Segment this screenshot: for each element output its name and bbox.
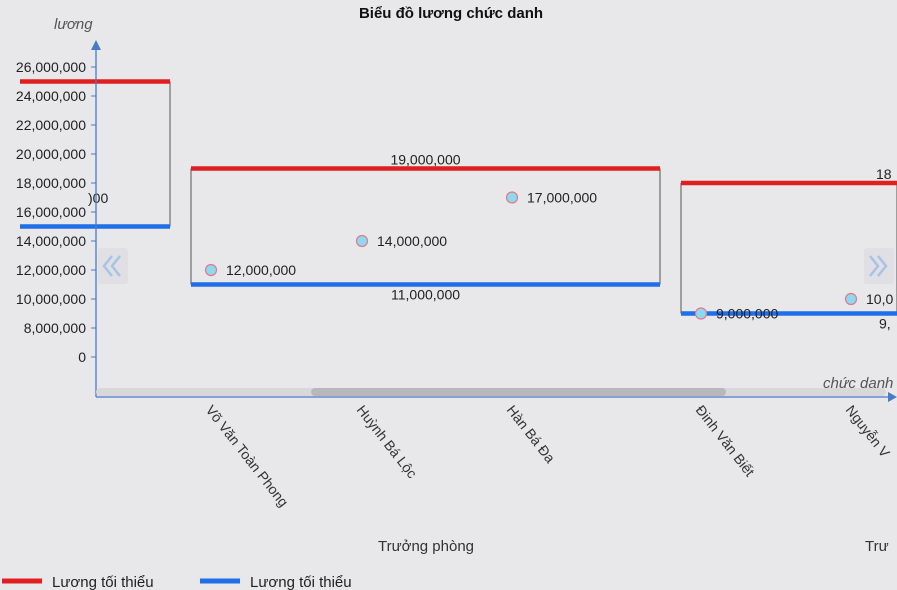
y-axis-arrow [91,40,101,50]
scrollbar-thumb[interactable] [311,388,726,396]
y-tick-label: 14,000,000 [16,233,86,249]
y-axis-title: lương [54,16,93,33]
data-point[interactable] [694,307,708,320]
range-max-label: 19,000,000 [390,152,460,168]
category-label: Hàn Bá Đa [504,402,559,466]
data-point-label: 14,000,000 [377,233,447,249]
group-label: Trưởng phòng [378,538,474,555]
range-partial-label: )00 [88,190,108,206]
y-tick-label: 8,000,000 [24,320,86,336]
legend: Lương tối thiểu Lương tối thiểu [2,574,352,590]
y-tick-label: 20,000,000 [16,146,86,162]
data-point-label: 17,000,000 [527,190,597,206]
data-point[interactable] [204,263,218,277]
data-point-label: 9,000,000 [716,306,778,322]
double-chevron-right-icon[interactable] [864,248,894,284]
y-tick-label: 0 [78,349,86,365]
y-tick-label: 18,000,000 [16,175,86,191]
range-min-label: 11,000,000 [391,287,460,303]
data-point[interactable] [844,292,858,306]
range-min-label: 9, [879,316,891,332]
data-point-label: 12,000,000 [226,262,296,278]
group-label: Trư [865,538,889,555]
data-point-label: 10,0 [866,291,893,307]
data-point[interactable] [355,234,369,248]
y-tick-label: 24,000,000 [16,88,86,104]
y-tick-label: 16,000,000 [16,204,86,220]
chart-title: Biểu đồ lương chức danh [359,5,543,22]
legend-label-max[interactable]: Lương tối thiểu [52,574,154,590]
category-label: Đinh Văn Biết [693,402,758,479]
category-label: Huỳnh Bá Lộc [354,402,421,481]
y-tick-label: 12,000,000 [16,262,86,278]
data-point[interactable] [505,191,519,204]
y-tick-label: 26,000,000 [16,59,86,75]
x-axis-title: chức danh [823,375,893,392]
x-axis-arrow [888,392,897,402]
legend-label-min[interactable]: Lương tối thiểu [250,574,352,590]
range-max-label: 18 [876,166,892,182]
y-tick-label: 22,000,000 [16,117,86,133]
category-label: Võ Văn Toàn Phong [203,402,292,510]
category-label: Nguyễn V [843,402,894,461]
double-chevron-left-icon[interactable] [98,248,128,284]
y-tick-label: 10,000,000 [16,291,86,307]
